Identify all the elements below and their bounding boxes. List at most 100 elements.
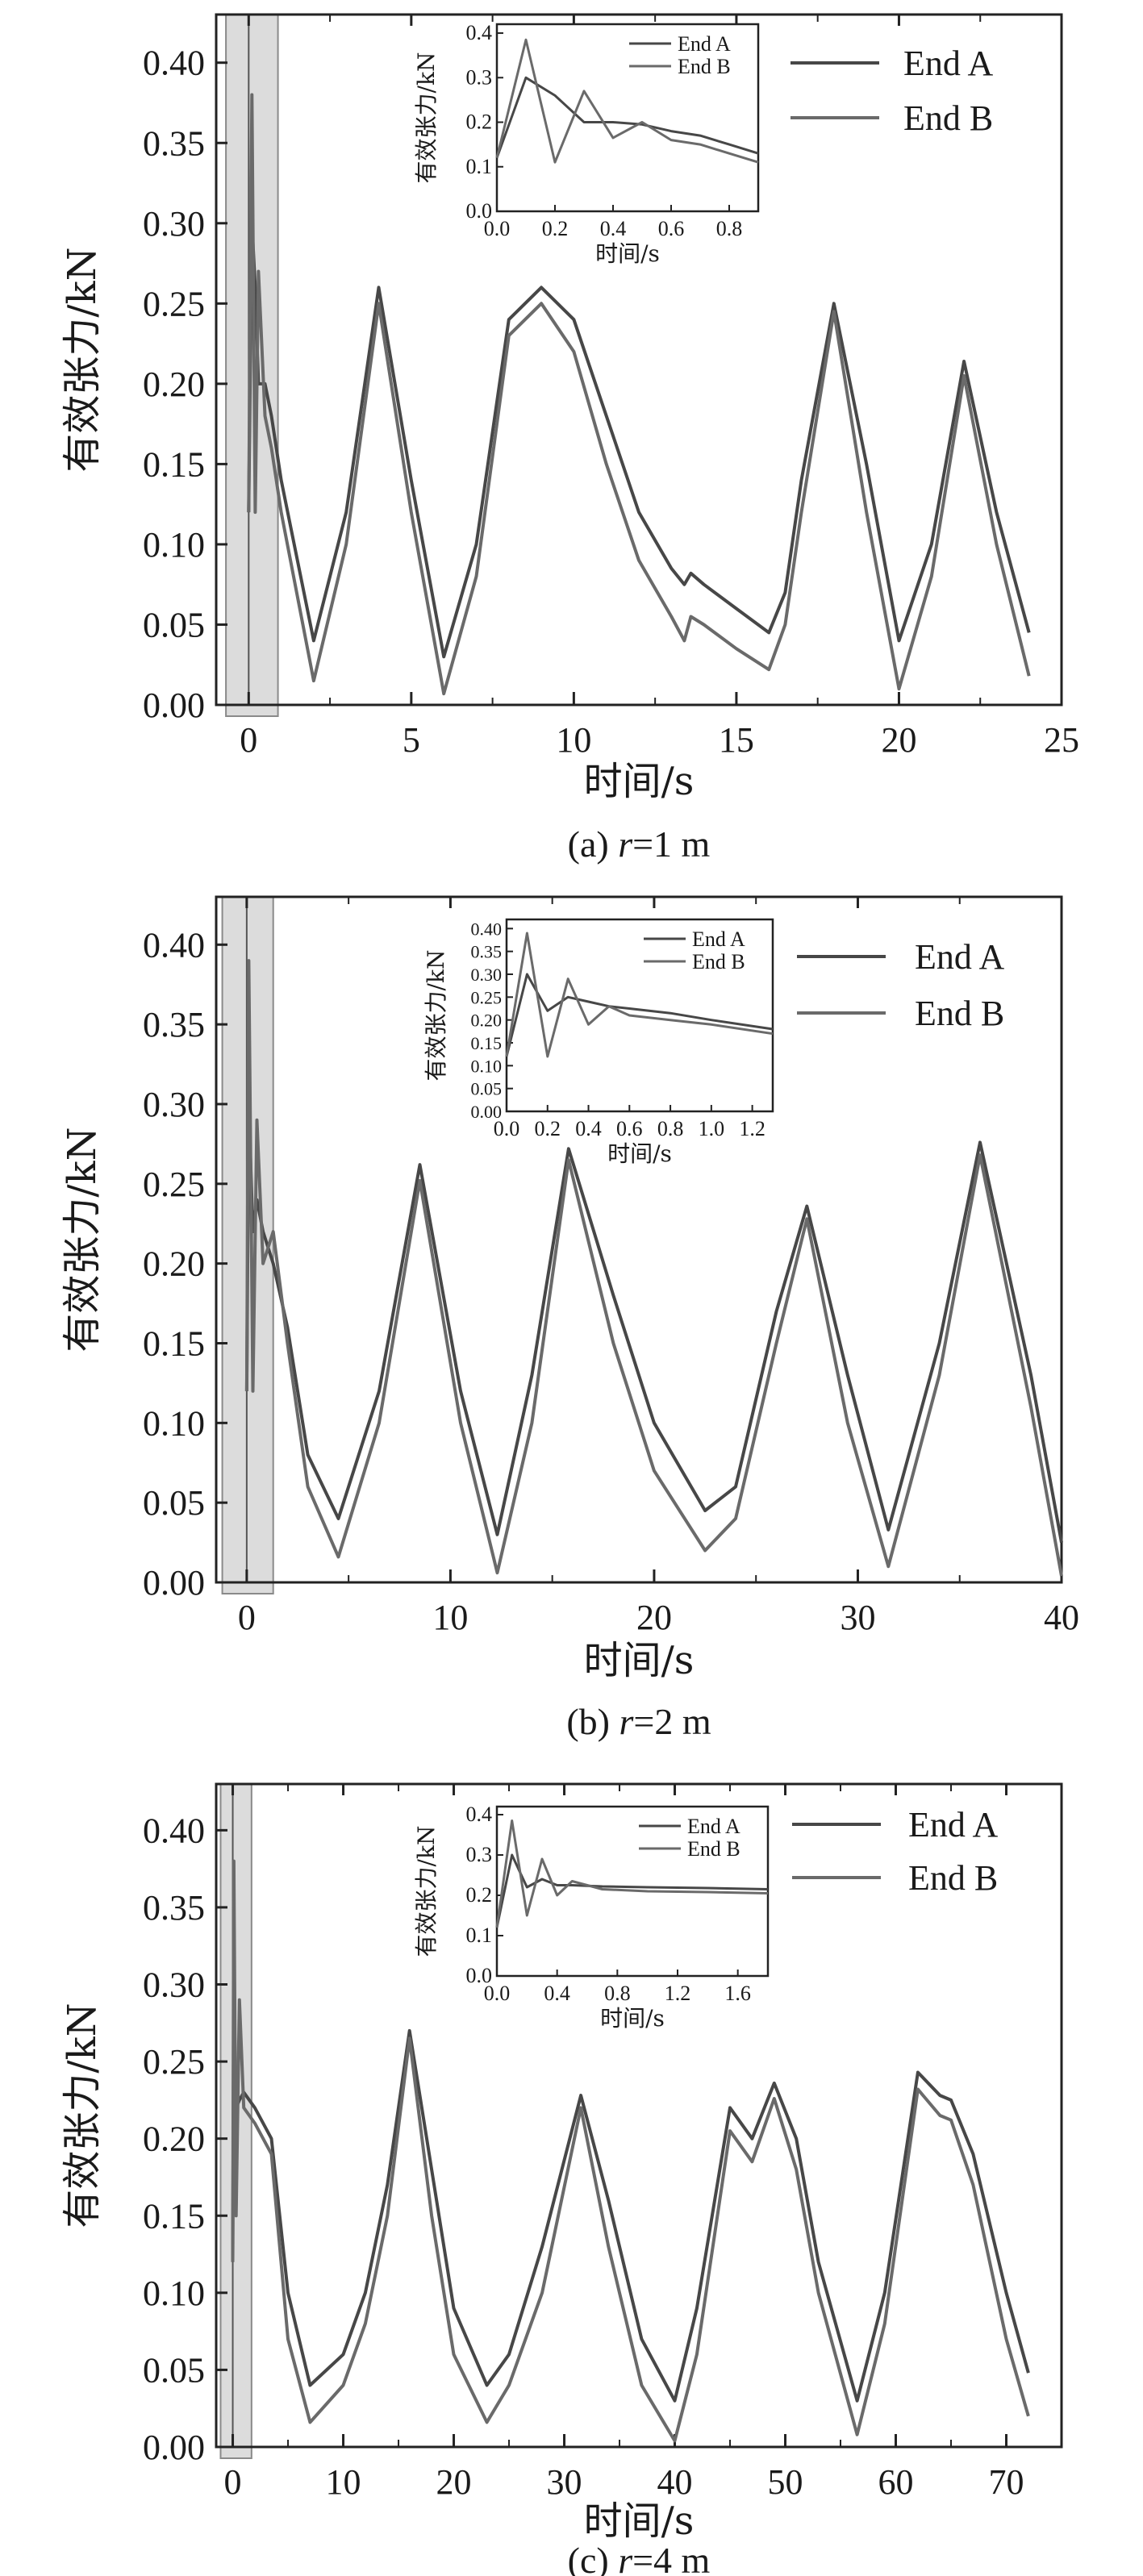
inset-y-axis-label: 有效张力/kN — [413, 1826, 440, 1957]
panel-caption: (b) r=2 m — [566, 1701, 711, 1742]
inset-legend-label: End B — [692, 950, 745, 973]
series-line-end-a — [231, 1982, 1030, 2403]
inset-y-tick-label: 0.05 — [471, 1079, 503, 1099]
y-tick-label: 0.20 — [143, 365, 205, 404]
inset-legend-label: End B — [678, 55, 731, 78]
caption-value: =1 m — [632, 823, 710, 865]
inset-y-tick-label: 0.0 — [466, 199, 493, 223]
series-line-end-a — [247, 221, 1031, 659]
x-tick-label: 50 — [768, 2462, 803, 2502]
inset-legend-label: End A — [678, 32, 731, 56]
plot-frame — [215, 1782, 1063, 2449]
y-tick-label: 0.00 — [143, 686, 205, 725]
series-line-end-b — [247, 93, 1031, 696]
inset-x-tick-label: 1.2 — [739, 1117, 765, 1140]
inset-x-tick-label: 1.6 — [724, 1982, 751, 2005]
inset-x-tick-label: 0.0 — [494, 1117, 520, 1140]
caption-prefix: (b) — [566, 1701, 619, 1742]
inset-series-line-end-a — [495, 76, 759, 159]
x-tick-label: 15 — [719, 720, 754, 760]
inset-x-tick-label: 0.8 — [657, 1117, 684, 1140]
series-line-end-a — [244, 1103, 1063, 1543]
inset-x-axis-label: 时间/s — [595, 240, 660, 267]
caption-value: =2 m — [633, 1701, 711, 1742]
inset-y-tick-label: 0.20 — [471, 1011, 503, 1031]
chart-panel-1: 0.00 0.05 0.10 0.15 0.20 0.25 0.30 0.35 0.40 0 5 10… — [60, 13, 1079, 865]
series-line-end-b — [244, 959, 1063, 1577]
series-line-end-b — [231, 1859, 1030, 2443]
x-tick-label: 70 — [989, 2462, 1024, 2502]
inset-y-tick-label: 0.10 — [471, 1056, 503, 1076]
inset-y-axis-label: 有效张力/kN — [413, 52, 440, 184]
x-axis-label: 时间/s — [584, 1638, 695, 1683]
inset-y-tick-label: 0.2 — [466, 110, 493, 134]
chart-panel-3: 0.00 0.05 0.10 0.15 0.20 0.25 0.30 0.35 0.40 0 10 2… — [60, 1782, 1063, 2576]
inset-y-tick-label: 0.4 — [466, 1803, 493, 1826]
plot-frame — [215, 13, 1063, 707]
inset-y-tick-label: 0.3 — [466, 1843, 493, 1866]
plot-frame — [215, 895, 1063, 1584]
inset-y-tick-label: 0.1 — [466, 155, 493, 178]
y-tick-label: 0.00 — [143, 2428, 205, 2467]
x-tick-label: 10 — [326, 2462, 361, 2502]
y-tick-label: 0.15 — [143, 1323, 205, 1363]
inset-y-tick-label: 0.1 — [466, 1924, 493, 1947]
inset-y-tick-label: 0.25 — [471, 987, 503, 1007]
y-tick-label: 0.40 — [143, 1811, 205, 1850]
caption-variable: r — [618, 2540, 633, 2576]
inset-y-tick-label: 0.00 — [471, 1102, 503, 1122]
y-tick-label: 0.10 — [143, 525, 205, 565]
panel-caption: (c) r=4 m — [568, 2540, 711, 2576]
x-tick-label: 10 — [556, 720, 591, 760]
inset-legend-label: End B — [687, 1837, 740, 1861]
inset-x-tick-label: 0.8 — [604, 1982, 631, 2005]
x-tick-label: 60 — [878, 2462, 914, 2502]
panel-caption: (a) r=1 m — [568, 823, 711, 865]
inset-y-tick-label: 0.35 — [471, 942, 503, 962]
y-tick-label: 0.10 — [143, 1403, 205, 1443]
x-tick-label: 0 — [224, 2462, 242, 2502]
y-tick-label: 0.20 — [143, 1244, 205, 1284]
inset-x-tick-label: 0.6 — [658, 217, 685, 240]
x-tick-label: 5 — [403, 720, 420, 760]
caption-prefix: (a) — [568, 823, 619, 865]
inset-x-tick-label: 0.4 — [600, 217, 627, 240]
y-tick-label: 0.00 — [143, 1563, 205, 1603]
y-tick-label: 0.35 — [143, 1888, 205, 1928]
x-tick-label: 25 — [1044, 720, 1079, 760]
chart-panel-2: 0.000.050.100.150.200.250.300.350.400 10 2… — [60, 895, 1079, 1742]
caption-value: =4 m — [632, 2540, 710, 2576]
inset-y-axis-label: 有效张力/kN — [423, 950, 449, 1082]
x-tick-label: 40 — [657, 2462, 693, 2502]
inset-y-tick-label: 0.40 — [471, 919, 503, 939]
caption-prefix: (c) — [568, 2540, 619, 2576]
inset-x-tick-label: 0.2 — [535, 1117, 561, 1140]
x-tick-label: 20 — [436, 2462, 472, 2502]
legend-label: End A — [903, 44, 993, 83]
y-tick-label: 0.25 — [143, 284, 205, 323]
y-tick-label: 0.40 — [143, 44, 205, 83]
x-tick-label: 0 — [240, 720, 257, 760]
legend-label: End B — [908, 1858, 998, 1898]
inset-y-tick-label: 0.0 — [466, 1964, 493, 1987]
y-tick-label: 0.35 — [143, 1005, 205, 1044]
y-axis-label: 有效张力/kN — [60, 1127, 105, 1352]
inset-x-tick-label: 0.2 — [542, 217, 569, 240]
y-axis-label: 有效张力/kN — [60, 2003, 105, 2228]
y-tick-label: 0.15 — [143, 2196, 205, 2236]
inset-legend-label: End A — [692, 927, 745, 951]
y-tick-label: 0.10 — [143, 2274, 205, 2313]
x-tick-label: 30 — [547, 2462, 582, 2502]
y-tick-label: 0.35 — [143, 123, 205, 163]
inset-x-axis-label: 时间/s — [607, 1140, 672, 1167]
y-tick-label: 0.05 — [143, 2350, 205, 2390]
x-tick-label: 20 — [636, 1598, 672, 1637]
y-tick-label: 0.05 — [143, 605, 205, 644]
inset-series-line-end-b — [495, 38, 759, 164]
inset-x-tick-label: 0.4 — [575, 1117, 602, 1140]
legend-label: End B — [903, 98, 993, 138]
inset-y-tick-label: 0.3 — [466, 65, 493, 89]
y-tick-label: 0.25 — [143, 2042, 205, 2082]
